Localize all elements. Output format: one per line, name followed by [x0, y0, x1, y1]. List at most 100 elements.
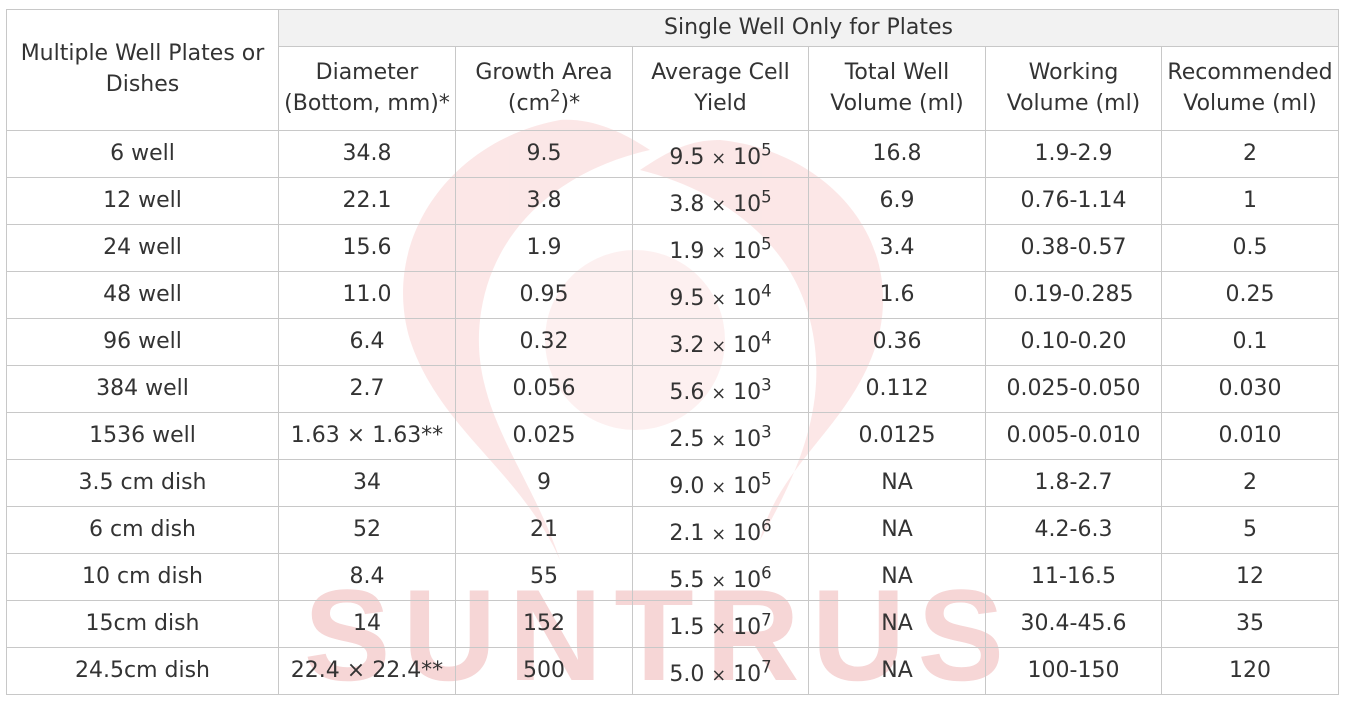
col-header-growth-area: Growth Area (cm2)* [455, 46, 633, 131]
yield-exponent: 6 [761, 516, 772, 536]
cell-name: 1536 well [6, 412, 279, 460]
yield-ten: 10 [733, 426, 762, 452]
cell-area: 0.056 [455, 365, 633, 413]
cell-yield: 5.0 × 107 [632, 647, 809, 695]
corner-header: Multiple Well Plates or Dishes [6, 9, 279, 131]
yield-value: 9.5 × 105 [669, 142, 771, 170]
yield-base: 3.2 [669, 332, 705, 358]
cell-diameter: 1.63 × 1.63** [278, 412, 456, 460]
cell-working: 11-16.5 [985, 553, 1162, 601]
times-symbol: × [711, 477, 727, 498]
cell-working: 100-150 [985, 647, 1162, 695]
cell-total: 0.36 [808, 318, 986, 366]
cell-total: NA [808, 647, 986, 695]
cell-name: 3.5 cm dish [6, 459, 279, 507]
times-symbol: × [711, 242, 727, 263]
cell-name: 384 well [6, 365, 279, 413]
yield-exponent: 5 [761, 187, 772, 207]
yield-base: 2.5 [669, 426, 705, 452]
cell-recommended: 0.25 [1160, 271, 1340, 319]
cell-area: 9 [455, 459, 633, 507]
yield-exponent: 7 [761, 610, 772, 630]
cell-recommended: 12 [1160, 553, 1340, 601]
table-body: 6 well 34.8 9.5 9.5 × 105 16.8 1.9-2.9 2 12 wel… [6, 130, 1340, 695]
yield-exponent: 3 [761, 422, 772, 442]
yield-value: 5.6 × 103 [669, 377, 771, 405]
yield-ten: 10 [733, 379, 762, 405]
yield-base: 9.5 [669, 285, 705, 311]
cell-diameter: 11.0 [278, 271, 456, 319]
cell-area: 500 [455, 647, 633, 695]
cell-diameter: 52 [278, 506, 456, 554]
col-header-cell-yield: Average Cell Yield [632, 46, 809, 131]
table-row: 48 well 11.0 0.95 9.5 × 104 1.6 0.19-0.285 0.2… [6, 271, 1340, 319]
table-row: 15cm dish 14 152 1.5 × 107 NA 30.4-45.6 35 [6, 600, 1340, 648]
cell-name: 24.5cm dish [6, 647, 279, 695]
cell-area: 0.95 [455, 271, 633, 319]
cell-working: 0.76-1.14 [985, 177, 1162, 225]
yield-exponent: 6 [761, 563, 772, 583]
cell-diameter: 14 [278, 600, 456, 648]
cell-name: 48 well [6, 271, 279, 319]
cell-yield: 1.5 × 107 [632, 600, 809, 648]
cell-recommended: 1 [1160, 177, 1340, 225]
yield-base: 5.6 [669, 379, 705, 405]
yield-ten: 10 [733, 661, 762, 687]
yield-value: 9.0 × 105 [669, 471, 771, 499]
cell-diameter: 34 [278, 459, 456, 507]
yield-value: 3.2 × 104 [669, 330, 771, 358]
cell-recommended: 0.030 [1160, 365, 1340, 413]
cell-diameter: 6.4 [278, 318, 456, 366]
times-symbol: × [711, 665, 727, 686]
cell-diameter: 8.4 [278, 553, 456, 601]
yield-value: 5.5 × 106 [669, 565, 771, 593]
table-row: 24.5cm dish 22.4 × 22.4** 500 5.0 × 107 NA 10… [6, 647, 1340, 695]
cell-area: 3.8 [455, 177, 633, 225]
cell-diameter: 15.6 [278, 224, 456, 272]
times-symbol: × [711, 430, 727, 451]
times-symbol: × [711, 289, 727, 310]
cell-total: 3.4 [808, 224, 986, 272]
well-plate-table: Multiple Well Plates or Dishes Single We… [6, 9, 1340, 695]
cell-working: 0.025-0.050 [985, 365, 1162, 413]
cell-working: 1.8-2.7 [985, 459, 1162, 507]
cell-working: 4.2-6.3 [985, 506, 1162, 554]
cell-total: 0.112 [808, 365, 986, 413]
cell-diameter: 34.8 [278, 130, 456, 178]
growth-area-prefix: Growth Area (cm [475, 59, 613, 116]
cell-name: 6 cm dish [6, 506, 279, 554]
times-symbol: × [711, 148, 727, 169]
yield-value: 2.1 × 106 [669, 518, 771, 546]
table-row: 12 well 22.1 3.8 3.8 × 105 6.9 0.76-1.14 1 [6, 177, 1340, 225]
yield-value: 5.0 × 107 [669, 659, 771, 687]
table-row: 10 cm dish 8.4 55 5.5 × 106 NA 11-16.5 12 [6, 553, 1340, 601]
yield-value: 9.5 × 104 [669, 283, 771, 311]
cell-yield: 9.0 × 105 [632, 459, 809, 507]
table-row: 24 well 15.6 1.9 1.9 × 105 3.4 0.38-0.57 0.5 [6, 224, 1340, 272]
cell-area: 55 [455, 553, 633, 601]
cell-working: 1.9-2.9 [985, 130, 1162, 178]
cell-yield: 5.5 × 106 [632, 553, 809, 601]
yield-exponent: 4 [761, 281, 772, 301]
yield-value: 1.9 × 105 [669, 236, 771, 264]
yield-value: 3.8 × 105 [669, 189, 771, 217]
cell-working: 0.19-0.285 [985, 271, 1162, 319]
yield-ten: 10 [733, 520, 762, 546]
col-header-diameter: Diameter (Bottom, mm)* [278, 46, 456, 131]
yield-ten: 10 [733, 567, 762, 593]
cell-recommended: 5 [1160, 506, 1340, 554]
yield-base: 5.5 [669, 567, 705, 593]
col-header-working-volume: Working Volume (ml) [985, 46, 1162, 131]
yield-exponent: 5 [761, 234, 772, 254]
yield-ten: 10 [733, 238, 762, 264]
cell-recommended: 2 [1160, 459, 1340, 507]
yield-exponent: 5 [761, 469, 772, 489]
group-header: Single Well Only for Plates [277, 9, 1340, 47]
table-row: 1536 well 1.63 × 1.63** 0.025 2.5 × 103 0.01… [6, 412, 1340, 460]
cell-area: 152 [455, 600, 633, 648]
cell-working: 30.4-45.6 [985, 600, 1162, 648]
cell-total: 6.9 [808, 177, 986, 225]
cell-diameter: 22.4 × 22.4** [278, 647, 456, 695]
cell-working: 0.005-0.010 [985, 412, 1162, 460]
yield-exponent: 5 [761, 140, 772, 160]
